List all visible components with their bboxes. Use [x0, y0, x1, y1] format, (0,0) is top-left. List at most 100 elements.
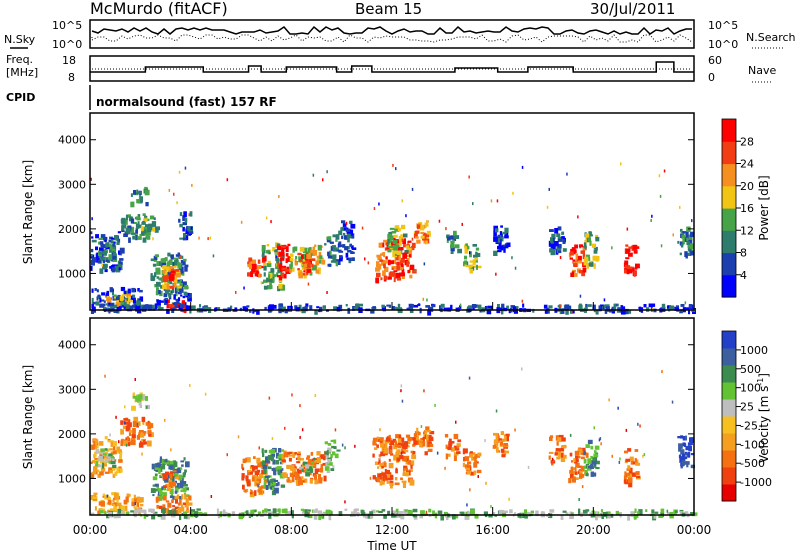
data-cell: [558, 434, 564, 439]
data-cell: [320, 467, 324, 473]
speckle-cell: [400, 384, 403, 388]
data-cell: [459, 511, 465, 514]
data-cell: [474, 513, 479, 519]
speckle-cell: [455, 420, 457, 424]
data-cell: [397, 227, 401, 232]
speckle-cell: [379, 456, 381, 460]
data-cell: [255, 471, 259, 475]
data-cell: [447, 453, 451, 457]
data-cell: [179, 212, 183, 217]
data-cell: [132, 421, 137, 427]
data-cell: [409, 304, 414, 308]
data-cell: [626, 265, 631, 270]
data-cell: [413, 440, 418, 445]
data-cell: [280, 259, 283, 266]
data-cell: [315, 508, 318, 513]
speckle-cell: [104, 374, 106, 378]
data-cell: [277, 274, 282, 278]
data-cell: [118, 264, 122, 267]
data-cell: [127, 288, 131, 294]
data-cell: [184, 502, 189, 508]
data-cell: [303, 478, 308, 483]
speckle-cell: [666, 509, 669, 513]
data-cell: [289, 472, 295, 478]
data-cell: [474, 460, 478, 465]
data-cell: [100, 256, 105, 261]
data-cell: [155, 291, 159, 296]
data-cell: [159, 290, 163, 297]
data-cell: [110, 508, 114, 512]
speckle-cell: [260, 281, 263, 285]
data-cell: [686, 237, 689, 242]
data-cell: [298, 272, 303, 279]
data-cell: [395, 469, 398, 474]
data-cell: [161, 508, 166, 513]
data-cell: [404, 250, 409, 253]
data-cell: [156, 276, 160, 279]
data-cell: [593, 249, 598, 254]
data-cell: [499, 441, 503, 446]
data-cell: [595, 309, 599, 315]
data-cell: [684, 451, 688, 455]
data-cell: [352, 306, 355, 311]
data-cell: [333, 306, 338, 311]
data-cell: [118, 459, 123, 463]
data-cell: [595, 460, 600, 465]
data-cell: [153, 217, 156, 221]
data-cell: [91, 303, 95, 309]
data-cell: [658, 514, 663, 518]
data-cell: [253, 509, 257, 513]
data-cell: [577, 463, 580, 468]
data-cell: [313, 459, 318, 463]
data-cell: [456, 451, 461, 454]
y-tick-label: 1000: [58, 472, 86, 485]
data-cell: [317, 268, 321, 275]
data-cell: [185, 461, 190, 468]
data-cell: [155, 226, 160, 231]
data-cell: [687, 442, 692, 446]
data-cell: [463, 448, 468, 454]
data-cell: [330, 453, 333, 458]
speckle-cell: [468, 175, 470, 179]
data-cell: [307, 459, 312, 465]
data-cell: [381, 479, 385, 485]
data-cell: [472, 306, 475, 310]
data-cell: [498, 243, 502, 250]
data-cell: [397, 272, 402, 276]
data-cell: [393, 244, 399, 251]
data-cell: [677, 436, 683, 439]
data-cell: [625, 472, 630, 476]
data-cell: [196, 508, 201, 511]
speckle-cell: [364, 257, 366, 261]
data-cell: [492, 512, 496, 516]
data-cell: [393, 248, 398, 255]
data-cell: [287, 477, 290, 483]
data-cell: [92, 496, 98, 500]
speckle-cell: [490, 199, 493, 203]
data-cell: [179, 514, 182, 521]
speckle-cell: [354, 444, 356, 448]
data-cell: [578, 260, 583, 264]
data-cell: [380, 259, 386, 266]
data-cell: [454, 244, 460, 249]
data-cell: [179, 237, 183, 240]
data-cell: [457, 439, 462, 443]
data-cell: [164, 301, 169, 305]
data-cell: [125, 496, 129, 503]
data-cell: [119, 258, 124, 261]
data-cell: [272, 508, 277, 514]
colorbar-tick-label: -1000: [740, 476, 772, 489]
data-cell: [301, 261, 305, 268]
speckle-cell: [598, 438, 601, 442]
data-cell: [316, 306, 320, 309]
data-cell: [417, 431, 421, 436]
data-cell: [174, 496, 180, 500]
freq-tick-high: 18: [62, 54, 76, 67]
data-cell: [103, 237, 108, 242]
data-cell: [311, 263, 314, 268]
data-cell: [318, 474, 321, 480]
colorbar-segment: [722, 382, 736, 400]
data-cell: [633, 270, 636, 277]
speckle-cell: [401, 399, 404, 403]
data-cell: [636, 475, 641, 479]
